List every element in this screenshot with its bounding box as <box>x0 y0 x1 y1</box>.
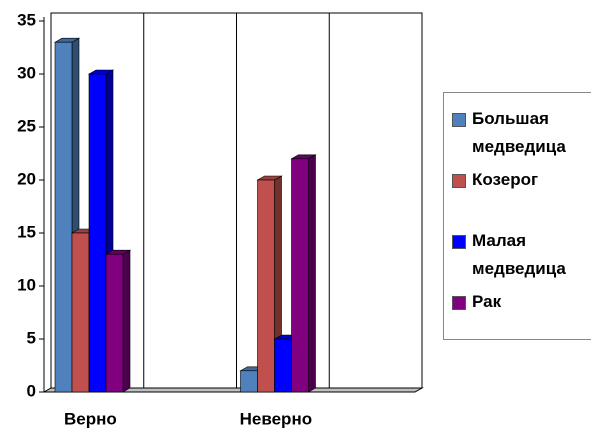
bar <box>257 179 275 393</box>
y-tick-label: 5 <box>27 328 36 347</box>
x-tick-label: Верно <box>64 409 117 428</box>
legend-item: Рак <box>444 288 591 349</box>
legend-swatch <box>452 235 466 249</box>
bar-side <box>122 249 131 393</box>
legend-swatch <box>452 174 466 188</box>
legend-label: Козерог <box>472 170 539 189</box>
legend-swatch <box>452 296 466 310</box>
y-tick-label: 0 <box>27 381 36 400</box>
y-tick-label: 10 <box>17 275 36 294</box>
y-tick-label: 15 <box>17 222 36 241</box>
bar <box>105 253 124 393</box>
bar <box>88 73 107 393</box>
bar <box>291 158 309 393</box>
bar <box>274 338 292 393</box>
legend-label: Большая медведица <box>472 109 566 156</box>
legend-item: Козерог <box>444 166 591 227</box>
bar <box>240 370 258 393</box>
bar-side <box>308 154 316 393</box>
legend-swatch <box>452 113 466 127</box>
y-tick-label: 30 <box>17 63 36 82</box>
legend: Большая медведица Козерог Малая медведица Р… <box>443 92 591 340</box>
legend-label: Малая медведица <box>472 231 566 278</box>
y-tick-label: 25 <box>17 116 36 135</box>
legend-item: Малая медведица <box>444 227 591 288</box>
y-tick-label: 35 <box>17 10 36 29</box>
x-tick-label: Неверно <box>240 409 312 428</box>
legend-label: Рак <box>472 292 502 311</box>
y-tick-label: 20 <box>17 169 36 188</box>
legend-item: Большая медведица <box>444 105 591 166</box>
bar <box>54 41 73 393</box>
bar <box>71 232 90 393</box>
